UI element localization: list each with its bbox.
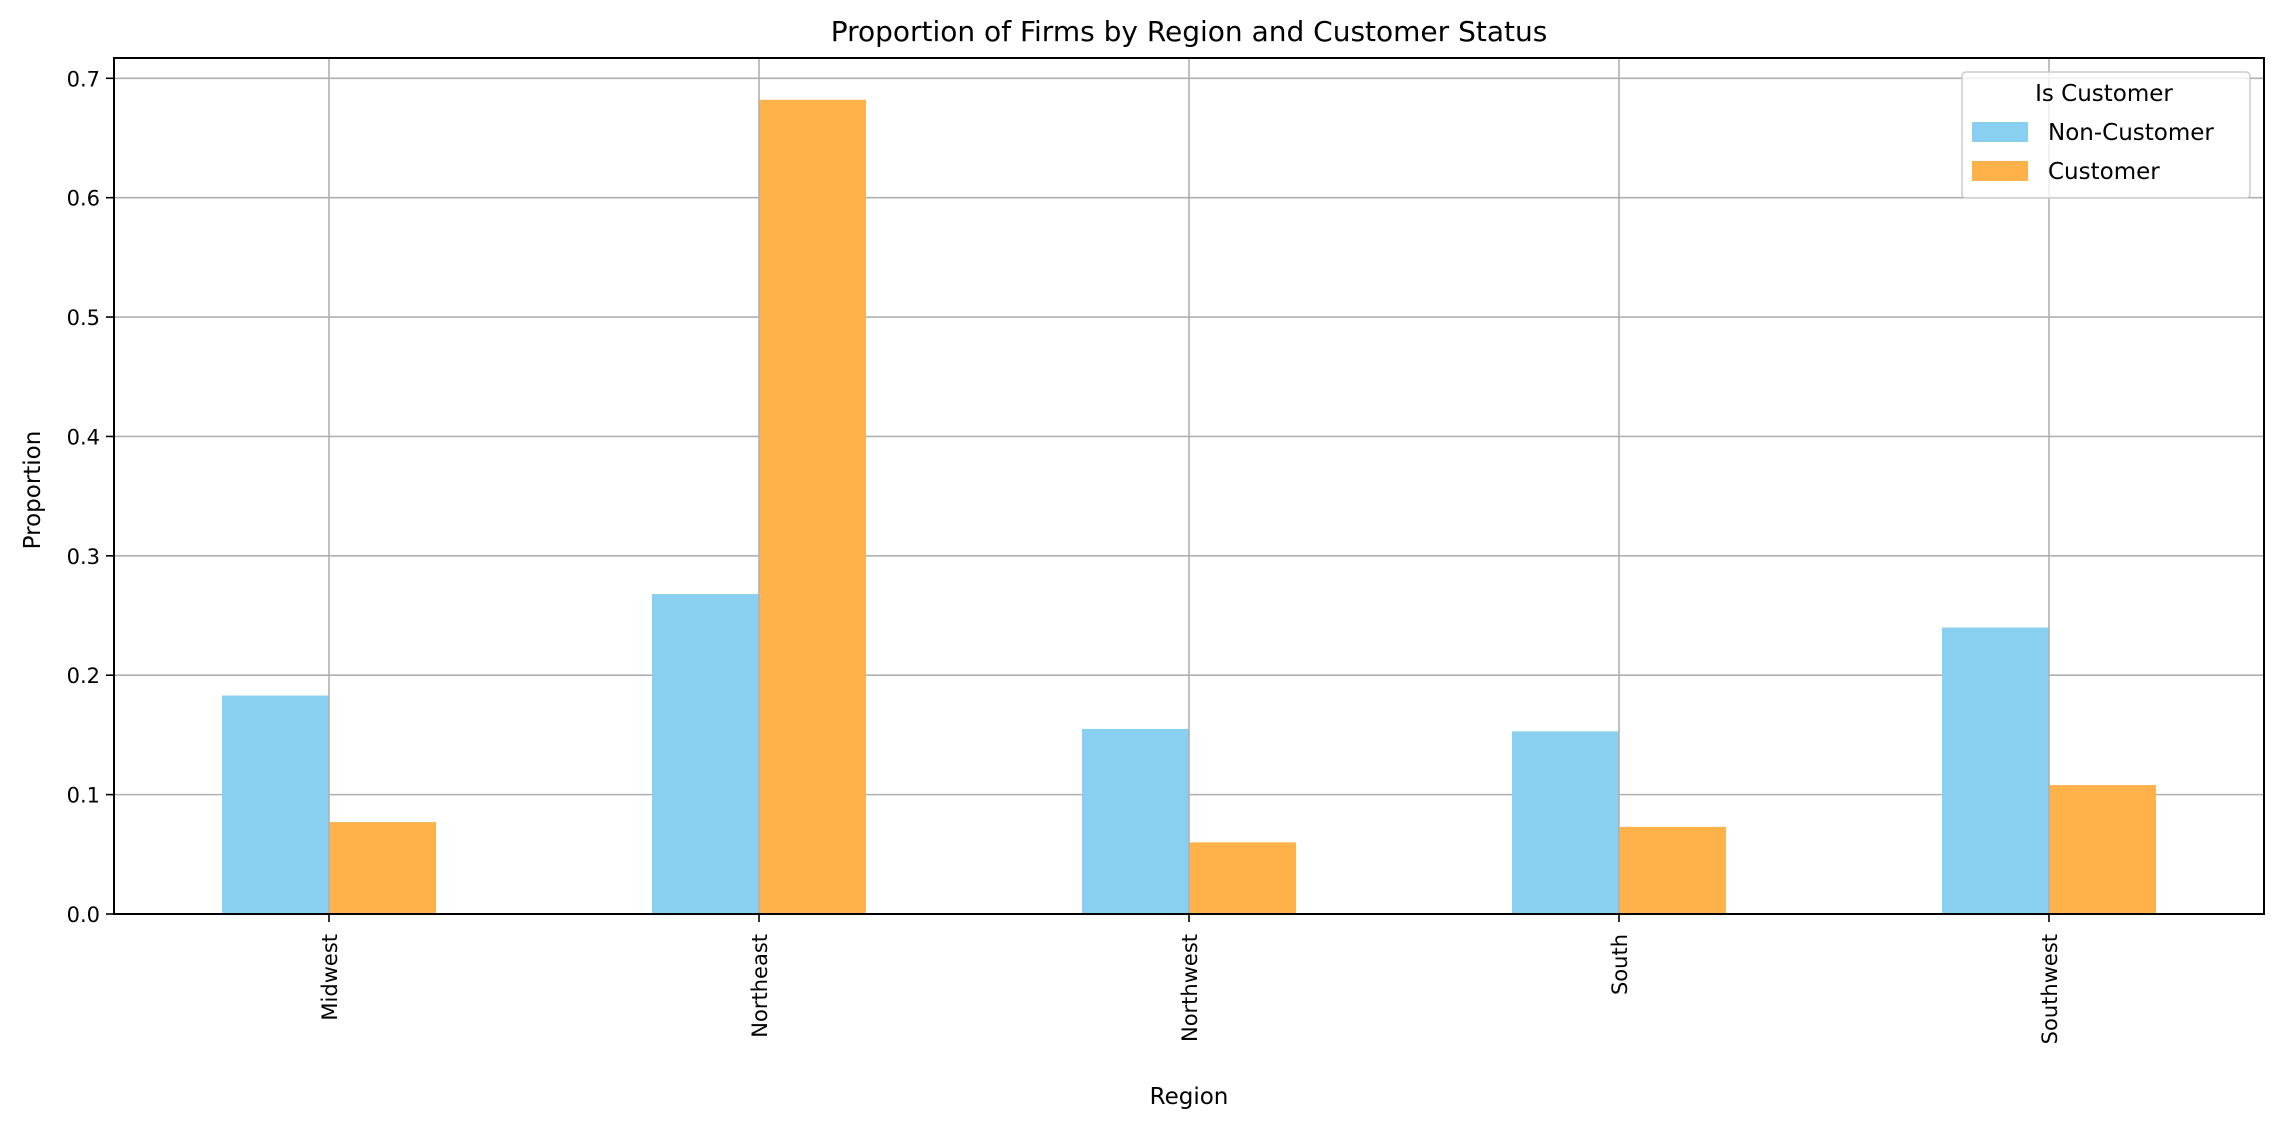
bar-customer-south <box>1619 826 1726 914</box>
bar-customer-northwest <box>1189 842 1296 914</box>
bar-customer-northeast <box>759 99 866 914</box>
y-tick-label: 0.7 <box>67 67 100 91</box>
legend: Is Customer Non-Customer Customer <box>1961 71 2251 199</box>
legend-title: Is Customer <box>2035 81 2173 107</box>
y-tick-label: 0.5 <box>67 306 100 330</box>
x-grid-lines <box>328 58 2050 914</box>
chart-title: Proportion of Firms by Region and Custom… <box>831 15 1548 48</box>
bars <box>222 99 2156 914</box>
legend-swatch-non-customer <box>1972 122 2028 142</box>
y-axis-label: Proportion <box>20 431 46 550</box>
bar-non-customer-southwest <box>1942 627 2049 914</box>
y-axis: 0.0 0.1 0.2 0.3 0.4 0.5 0.6 0.7 <box>67 67 114 927</box>
y-tick-label: 0.1 <box>67 784 100 808</box>
bar-customer-midwest <box>329 822 436 914</box>
x-tick-label-northwest: Northwest <box>1178 934 1202 1042</box>
legend-label-customer: Customer <box>2048 159 2160 185</box>
bar-customer-southwest <box>2049 785 2156 914</box>
x-tick-label-southwest: Southwest <box>2038 934 2062 1044</box>
bar-non-customer-northwest <box>1082 728 1189 914</box>
x-tick-label-midwest: Midwest <box>318 934 342 1021</box>
x-tick-label-northeast: Northeast <box>748 934 772 1038</box>
x-tick-label-south: South <box>1608 934 1632 995</box>
y-tick-label: 0.0 <box>67 903 100 927</box>
x-axis: Midwest Northeast Northwest South Southwest <box>318 914 2062 1044</box>
bar-non-customer-midwest <box>222 695 329 914</box>
y-tick-label: 0.2 <box>67 664 100 688</box>
bar-non-customer-south <box>1512 731 1619 914</box>
legend-label-non-customer: Non-Customer <box>2048 120 2214 146</box>
legend-swatch-customer <box>1972 161 2028 181</box>
bar-non-customer-northeast <box>652 594 759 914</box>
y-tick-label: 0.6 <box>67 187 100 211</box>
y-tick-label: 0.4 <box>67 425 100 449</box>
x-axis-label: Region <box>1150 1084 1229 1110</box>
legend-box <box>1961 71 2251 199</box>
y-tick-label: 0.3 <box>67 545 100 569</box>
